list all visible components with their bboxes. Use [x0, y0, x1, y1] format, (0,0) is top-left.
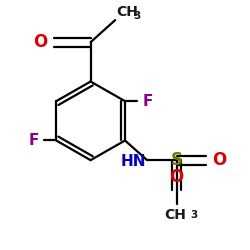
Text: HN: HN: [120, 154, 146, 169]
Text: 3: 3: [190, 210, 197, 220]
Text: 3: 3: [134, 11, 141, 21]
Text: S: S: [170, 151, 182, 169]
Text: CH: CH: [116, 5, 138, 19]
Text: CH: CH: [164, 208, 186, 222]
Text: O: O: [212, 151, 226, 169]
Text: F: F: [143, 94, 153, 109]
Text: F: F: [28, 133, 38, 148]
Text: O: O: [170, 168, 184, 186]
Text: O: O: [33, 33, 48, 51]
